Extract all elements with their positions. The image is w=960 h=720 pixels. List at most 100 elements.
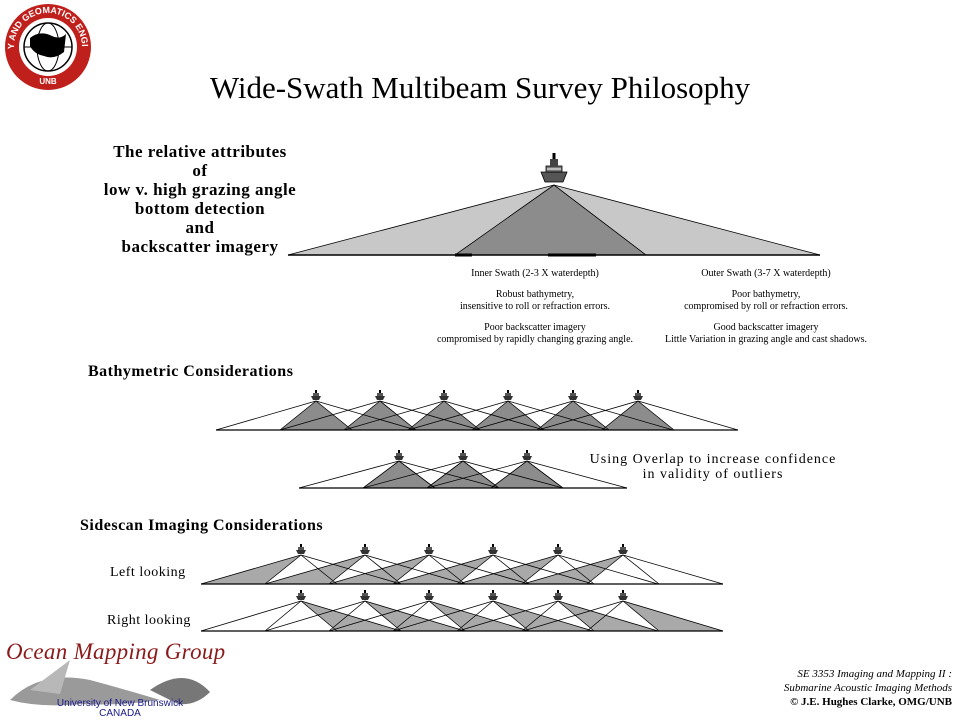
beam-line [637, 400, 675, 431]
beam-line [379, 400, 481, 431]
beam-line [586, 554, 624, 585]
sidescan-right-row [200, 590, 724, 632]
inner-swath-bathy-2: insensitive to roll or refraction errors… [460, 301, 610, 312]
beam-line [426, 460, 528, 489]
ship-icon [553, 544, 563, 554]
footer-credit: © J.E. Hughes Clarke, OMG/UNB [790, 696, 952, 708]
beam-line [622, 600, 660, 632]
whale-graphic [10, 660, 210, 706]
inner-swath [408, 401, 480, 430]
beam-line [490, 460, 528, 489]
ship-icon [618, 544, 628, 554]
beam-line [443, 400, 545, 431]
beam-line [328, 554, 366, 585]
beam-line [200, 600, 302, 632]
beam-line [557, 554, 595, 585]
ship-icon [488, 590, 498, 600]
beam-line [364, 600, 466, 632]
beam-line [586, 600, 624, 632]
bathymetric-row-2 [298, 450, 628, 489]
overlap-note-line-1: Using Overlap to increase confidence [589, 452, 837, 467]
overlap-note-line-2: in validity of outliers [642, 467, 784, 482]
beam-line [492, 554, 594, 585]
outer-swath-backscatter-2: Little Variation in grazing angle and ca… [665, 334, 867, 345]
course-info: SE 3353 Imaging and Mapping II : Submari… [784, 667, 952, 709]
beam-line [601, 400, 639, 431]
beam-line [462, 460, 564, 489]
beam-line [557, 600, 595, 632]
ship-icon [458, 450, 468, 460]
beam-line [279, 400, 317, 431]
inner-swath [537, 401, 609, 430]
ship-icon [633, 390, 643, 400]
ship-icon [424, 590, 434, 600]
inner-swath [602, 401, 674, 430]
ship-icon [394, 450, 404, 460]
beam-line [492, 554, 530, 585]
beam-line [428, 554, 530, 585]
beam-line [392, 554, 494, 585]
beam-line [572, 400, 610, 431]
beam-line [315, 400, 417, 431]
inner-swath-bathy-1: Robust bathymetry, [495, 289, 575, 300]
country-name: CANADA [99, 708, 141, 719]
course-line-2: Submarine Acoustic Imaging Methods [783, 682, 952, 694]
beam-line [492, 600, 594, 632]
outer-swath-heading: Outer Swath (3-7 X waterdepth) [701, 268, 831, 279]
sidescan-left-row [200, 544, 724, 585]
overlap-note: Using Overlap to increase confidence in … [578, 452, 848, 482]
beam-line [457, 554, 559, 585]
beam-line [557, 600, 659, 632]
inner-swath [472, 401, 544, 430]
inner-swath [280, 401, 352, 430]
bathymetric-heading: Bathymetric Considerations [88, 363, 294, 380]
beam-line [526, 460, 564, 489]
beam-line [279, 400, 381, 431]
beam-line [536, 400, 574, 431]
ship-icon [618, 590, 628, 600]
inner-swath [363, 461, 435, 488]
beam-line [572, 400, 674, 431]
beam-line [328, 600, 366, 632]
ship-icon [360, 544, 370, 554]
beam-line [526, 460, 628, 489]
beam-line [637, 400, 739, 431]
relative-attributes-text: The relative attributes of low v. high g… [103, 142, 297, 256]
beam-line [379, 400, 417, 431]
left-looking-label: Left looking [110, 565, 186, 580]
inner-swath-backscatter-1: Poor backscatter imagery [484, 322, 586, 333]
beam-line [407, 400, 509, 431]
beam-line [622, 554, 724, 585]
beam-line [537, 400, 639, 431]
beam-line [264, 600, 366, 632]
beam-line [264, 554, 366, 585]
beam-line [398, 460, 436, 489]
right-looking-label: Right looking [107, 613, 191, 628]
beam-line [264, 600, 302, 632]
inner-swath [491, 461, 563, 488]
ship-icon [540, 153, 568, 183]
beam-line [328, 554, 430, 585]
beam-line [343, 400, 381, 431]
ship-icon [439, 390, 449, 400]
sidescan-heading: Sidescan Imaging Considerations [80, 517, 324, 534]
beam-line [462, 460, 500, 489]
beam-line [200, 554, 302, 585]
beam-line [392, 600, 430, 632]
beam-line [298, 460, 400, 489]
outer-swath-bathy-2: compromised by roll or refraction errors… [684, 301, 848, 312]
beam-line [407, 400, 445, 431]
outer-swath-bathy-1: Poor bathymetry, [731, 289, 801, 300]
beam-line [557, 554, 659, 585]
beam-line [362, 460, 464, 489]
inner-swath [427, 461, 499, 488]
beam-line [300, 554, 402, 585]
beam-line [428, 554, 466, 585]
outer-swath-backscatter-1: Good backscatter imagery [713, 322, 819, 333]
university-name: University of New Brunswick [56, 698, 184, 709]
ocean-mapping-group: Ocean Mapping Group [6, 639, 226, 664]
ship-icon [503, 390, 513, 400]
beam-line [398, 460, 500, 489]
beam-line [362, 460, 400, 489]
